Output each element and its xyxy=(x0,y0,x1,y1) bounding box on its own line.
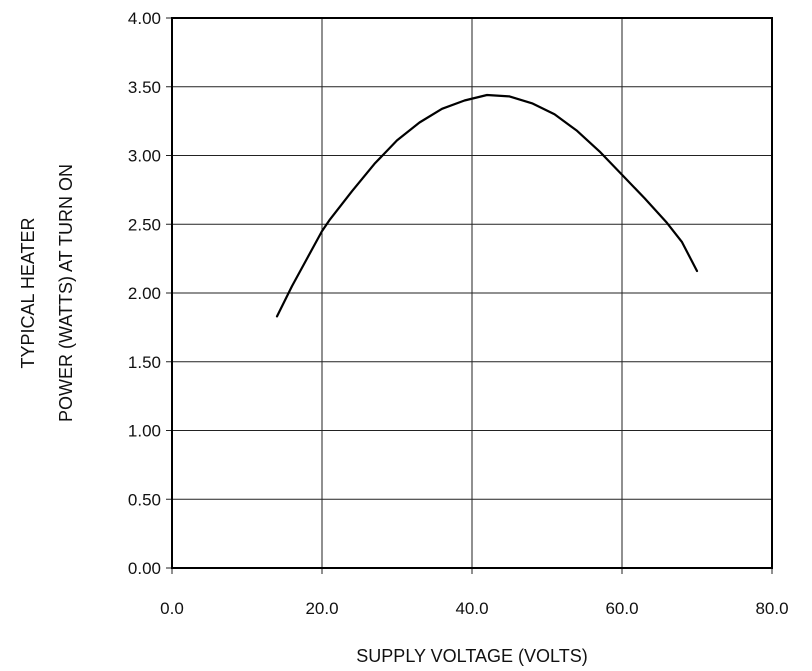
y-tick-label: 0.50 xyxy=(128,490,161,509)
y-tick-label: 2.50 xyxy=(128,215,161,234)
y-tick-label: 4.00 xyxy=(128,9,161,28)
y-tick-label: 0.00 xyxy=(128,559,161,578)
series-layer xyxy=(275,93,699,318)
y-tick-label: 2.00 xyxy=(128,284,161,303)
x-axis-title: SUPPLY VOLTAGE (VOLTS) xyxy=(356,646,587,666)
series-line xyxy=(275,93,699,318)
x-tick-labels: 0.0 20.0 40.0 60.0 80.0 xyxy=(160,599,788,618)
x-tick-label: 60.0 xyxy=(605,599,638,618)
y-tick-labels: 0.00 0.50 1.00 1.50 2.00 2.50 3.00 3.50 4.00 xyxy=(128,9,161,578)
grid xyxy=(166,17,773,574)
y-tick-label: 1.50 xyxy=(128,353,161,372)
y-tick-label: 3.50 xyxy=(128,78,161,97)
x-tick-label: 20.0 xyxy=(305,599,338,618)
y-axis-title-line-2: POWER (WATTS) AT TURN ON xyxy=(56,164,76,422)
x-tick-label: 40.0 xyxy=(455,599,488,618)
y-tick-label: 1.00 xyxy=(128,422,161,441)
plot-frame xyxy=(171,17,773,569)
y-axis-title-line-1: TYPICAL HEATER xyxy=(18,217,38,368)
y-axis-title: TYPICAL HEATER POWER (WATTS) AT TURN ON xyxy=(18,164,76,422)
y-tick-label: 3.00 xyxy=(128,147,161,166)
x-tick-label: 80.0 xyxy=(755,599,788,618)
x-tick-label: 0.0 xyxy=(160,599,184,618)
